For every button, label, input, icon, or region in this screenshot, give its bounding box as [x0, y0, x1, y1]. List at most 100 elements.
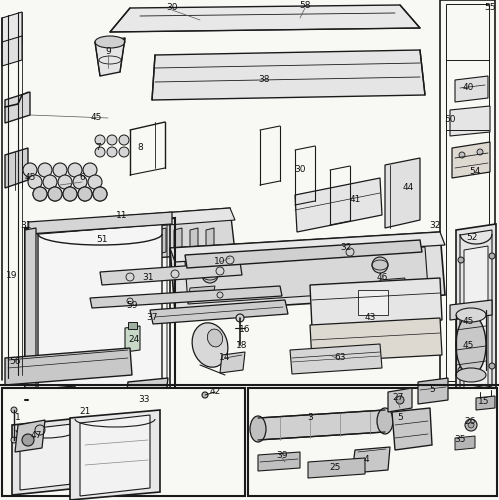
Polygon shape — [418, 378, 448, 404]
Polygon shape — [90, 286, 282, 308]
Polygon shape — [95, 208, 235, 230]
Text: 44: 44 — [402, 184, 414, 192]
Polygon shape — [450, 106, 490, 136]
Circle shape — [83, 163, 97, 177]
Circle shape — [11, 407, 17, 413]
Text: 45: 45 — [462, 318, 474, 326]
Polygon shape — [170, 232, 445, 262]
Text: 37: 37 — [146, 314, 158, 322]
Circle shape — [459, 152, 465, 158]
Text: 15: 15 — [478, 398, 490, 406]
Circle shape — [236, 314, 244, 322]
Circle shape — [95, 147, 105, 157]
Circle shape — [63, 187, 77, 201]
Text: 35: 35 — [454, 436, 466, 444]
Text: 38: 38 — [258, 76, 270, 84]
Text: 33: 33 — [138, 396, 150, 404]
Polygon shape — [388, 388, 412, 412]
Text: 21: 21 — [79, 408, 91, 416]
Circle shape — [63, 187, 77, 201]
Ellipse shape — [192, 323, 228, 367]
Polygon shape — [95, 38, 125, 76]
Text: 39: 39 — [276, 450, 288, 460]
Polygon shape — [456, 224, 496, 396]
Bar — [128, 322, 137, 329]
Polygon shape — [455, 436, 475, 450]
Circle shape — [396, 396, 404, 404]
Text: 6: 6 — [79, 174, 85, 182]
Text: 5: 5 — [429, 386, 435, 394]
Circle shape — [489, 363, 495, 369]
Polygon shape — [125, 378, 168, 406]
Text: 43: 43 — [364, 314, 376, 322]
Polygon shape — [12, 418, 80, 495]
Text: 46: 46 — [376, 274, 388, 282]
Text: 54: 54 — [470, 168, 481, 176]
Polygon shape — [174, 228, 182, 254]
Text: 56: 56 — [9, 358, 21, 366]
Polygon shape — [2, 12, 22, 48]
Polygon shape — [464, 246, 488, 389]
Circle shape — [33, 187, 47, 201]
Polygon shape — [308, 458, 365, 478]
Circle shape — [489, 253, 495, 259]
Text: 58: 58 — [299, 0, 311, 10]
Text: 4: 4 — [363, 456, 369, 464]
Polygon shape — [258, 452, 300, 471]
Polygon shape — [185, 247, 428, 304]
Text: 63: 63 — [334, 354, 346, 362]
Circle shape — [11, 437, 17, 443]
Circle shape — [48, 187, 62, 201]
Circle shape — [33, 187, 47, 201]
Polygon shape — [28, 386, 75, 414]
Bar — [358, 290, 388, 315]
Polygon shape — [310, 278, 442, 328]
Circle shape — [468, 422, 474, 428]
Text: 42: 42 — [210, 388, 221, 396]
Ellipse shape — [250, 416, 266, 442]
Text: 31: 31 — [142, 274, 154, 282]
Text: 27: 27 — [392, 394, 404, 402]
Polygon shape — [125, 326, 140, 352]
Bar — [446, 4, 489, 381]
Polygon shape — [206, 228, 214, 254]
Polygon shape — [110, 228, 118, 254]
Polygon shape — [80, 415, 150, 496]
Polygon shape — [5, 148, 28, 188]
Circle shape — [88, 175, 102, 189]
Text: 55: 55 — [484, 4, 496, 13]
Circle shape — [202, 267, 218, 283]
Text: 14: 14 — [220, 354, 231, 362]
Polygon shape — [152, 50, 425, 100]
Text: 40: 40 — [462, 84, 474, 92]
Polygon shape — [38, 224, 162, 395]
Text: 1: 1 — [15, 414, 21, 422]
Circle shape — [53, 163, 67, 177]
Polygon shape — [190, 228, 198, 254]
Circle shape — [95, 135, 105, 145]
Circle shape — [73, 175, 87, 189]
Polygon shape — [5, 92, 30, 123]
Ellipse shape — [456, 308, 486, 322]
Polygon shape — [452, 142, 490, 178]
Circle shape — [93, 187, 107, 201]
Ellipse shape — [95, 36, 125, 48]
Circle shape — [43, 175, 57, 189]
Circle shape — [48, 187, 62, 201]
Text: 8: 8 — [137, 144, 143, 152]
Polygon shape — [25, 228, 36, 404]
Polygon shape — [100, 262, 242, 285]
Polygon shape — [455, 76, 488, 102]
Polygon shape — [15, 420, 45, 452]
Polygon shape — [20, 424, 72, 490]
Circle shape — [465, 419, 477, 431]
Circle shape — [119, 135, 129, 145]
Bar — [2, 388, 245, 496]
Polygon shape — [25, 392, 175, 418]
Circle shape — [23, 163, 37, 177]
Text: 9: 9 — [105, 48, 111, 56]
Polygon shape — [28, 212, 172, 234]
Text: 30: 30 — [166, 2, 178, 12]
Text: 10: 10 — [214, 258, 226, 266]
Polygon shape — [150, 300, 288, 324]
